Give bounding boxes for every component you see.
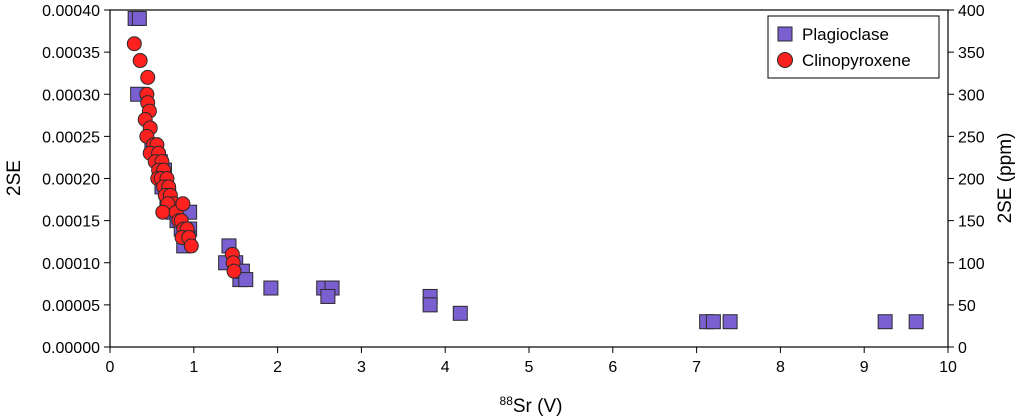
x-tick-label: 9 xyxy=(860,359,869,376)
x-tick-label: 2 xyxy=(273,359,282,376)
plagioclase-point xyxy=(908,314,924,330)
plagioclase-point xyxy=(320,288,336,304)
clinopyroxene-point xyxy=(175,196,191,212)
plagioclase-point xyxy=(452,305,468,321)
legend-label-clinopyroxene: Clinopyroxene xyxy=(802,51,911,70)
x-tick-label: 3 xyxy=(357,359,366,376)
y-tick-label: 0.00000 xyxy=(42,340,100,357)
x-axis-ticks: 0 1 2 3 4 5 6 7 8 9 10 xyxy=(106,347,957,376)
x-tick-label: 5 xyxy=(525,359,534,376)
y-tick-label: 0.00025 xyxy=(42,129,100,146)
y-right-tick-label: 350 xyxy=(958,45,985,62)
clinopyroxene-point xyxy=(183,238,199,254)
clinopyroxene-point xyxy=(126,36,142,52)
y-right-axis-ticks: 0 50 100 150 200 250 300 350 400 xyxy=(948,3,985,357)
x-axis-title-superscript: 88 xyxy=(500,394,514,408)
legend-marker-clinopyroxene xyxy=(777,52,793,68)
y-right-tick-label: 100 xyxy=(958,256,985,273)
y-axis-title: 2SE xyxy=(4,160,25,196)
y-tick-label: 0.00020 xyxy=(42,172,100,189)
y-axis-ticks: 0.00000 0.00005 0.00010 0.00015 0.00020 0.000… xyxy=(42,3,110,357)
x-axis-title: 88Sr (V) xyxy=(500,394,563,417)
clinopyroxene-point xyxy=(155,204,171,220)
plagioclase-point xyxy=(422,297,438,313)
x-tick-label: 6 xyxy=(608,359,617,376)
x-tick-label: 7 xyxy=(692,359,701,376)
plagioclase-point xyxy=(131,10,147,26)
y-tick-label: 0.00010 xyxy=(42,256,100,273)
plagioclase-point xyxy=(877,314,893,330)
legend-label-plagioclase: Plagioclase xyxy=(802,25,889,44)
x-tick-label: 4 xyxy=(441,359,450,376)
clinopyroxene-point xyxy=(140,69,156,85)
x-tick-label: 1 xyxy=(189,359,198,376)
clinopyroxene-point xyxy=(226,263,242,279)
x-axis-title-main: Sr (V) xyxy=(513,396,563,417)
y-right-tick-label: 200 xyxy=(958,172,985,189)
y-tick-label: 0.00035 xyxy=(42,45,100,62)
y-right-tick-label: 150 xyxy=(958,214,985,231)
y-right-tick-label: 300 xyxy=(958,87,985,104)
plagioclase-point xyxy=(705,314,721,330)
plagioclase-point xyxy=(238,272,254,288)
y-tick-label: 0.00030 xyxy=(42,87,100,104)
y-tick-label: 0.00015 xyxy=(42,214,100,231)
y-right-tick-label: 0 xyxy=(958,340,967,357)
x-tick-label: 8 xyxy=(776,359,785,376)
y-right-tick-label: 250 xyxy=(958,129,985,146)
data-points xyxy=(126,10,924,330)
plagioclase-point xyxy=(263,280,279,296)
y-right-tick-label: 50 xyxy=(958,298,976,315)
plagioclase-point xyxy=(722,314,738,330)
y-right-axis-title: 2SE (ppm) xyxy=(995,133,1016,224)
y-tick-label: 0.00005 xyxy=(42,298,100,315)
y-tick-label: 0.00040 xyxy=(42,3,100,20)
x-tick-label: 10 xyxy=(939,359,957,376)
legend-marker-plagioclase xyxy=(777,26,793,42)
legend: Plagioclase Clinopyroxene xyxy=(767,15,940,79)
clinopyroxene-point xyxy=(132,53,148,69)
legend-box xyxy=(767,15,940,79)
y-right-tick-label: 400 xyxy=(958,3,985,20)
x-tick-label: 0 xyxy=(106,359,115,376)
